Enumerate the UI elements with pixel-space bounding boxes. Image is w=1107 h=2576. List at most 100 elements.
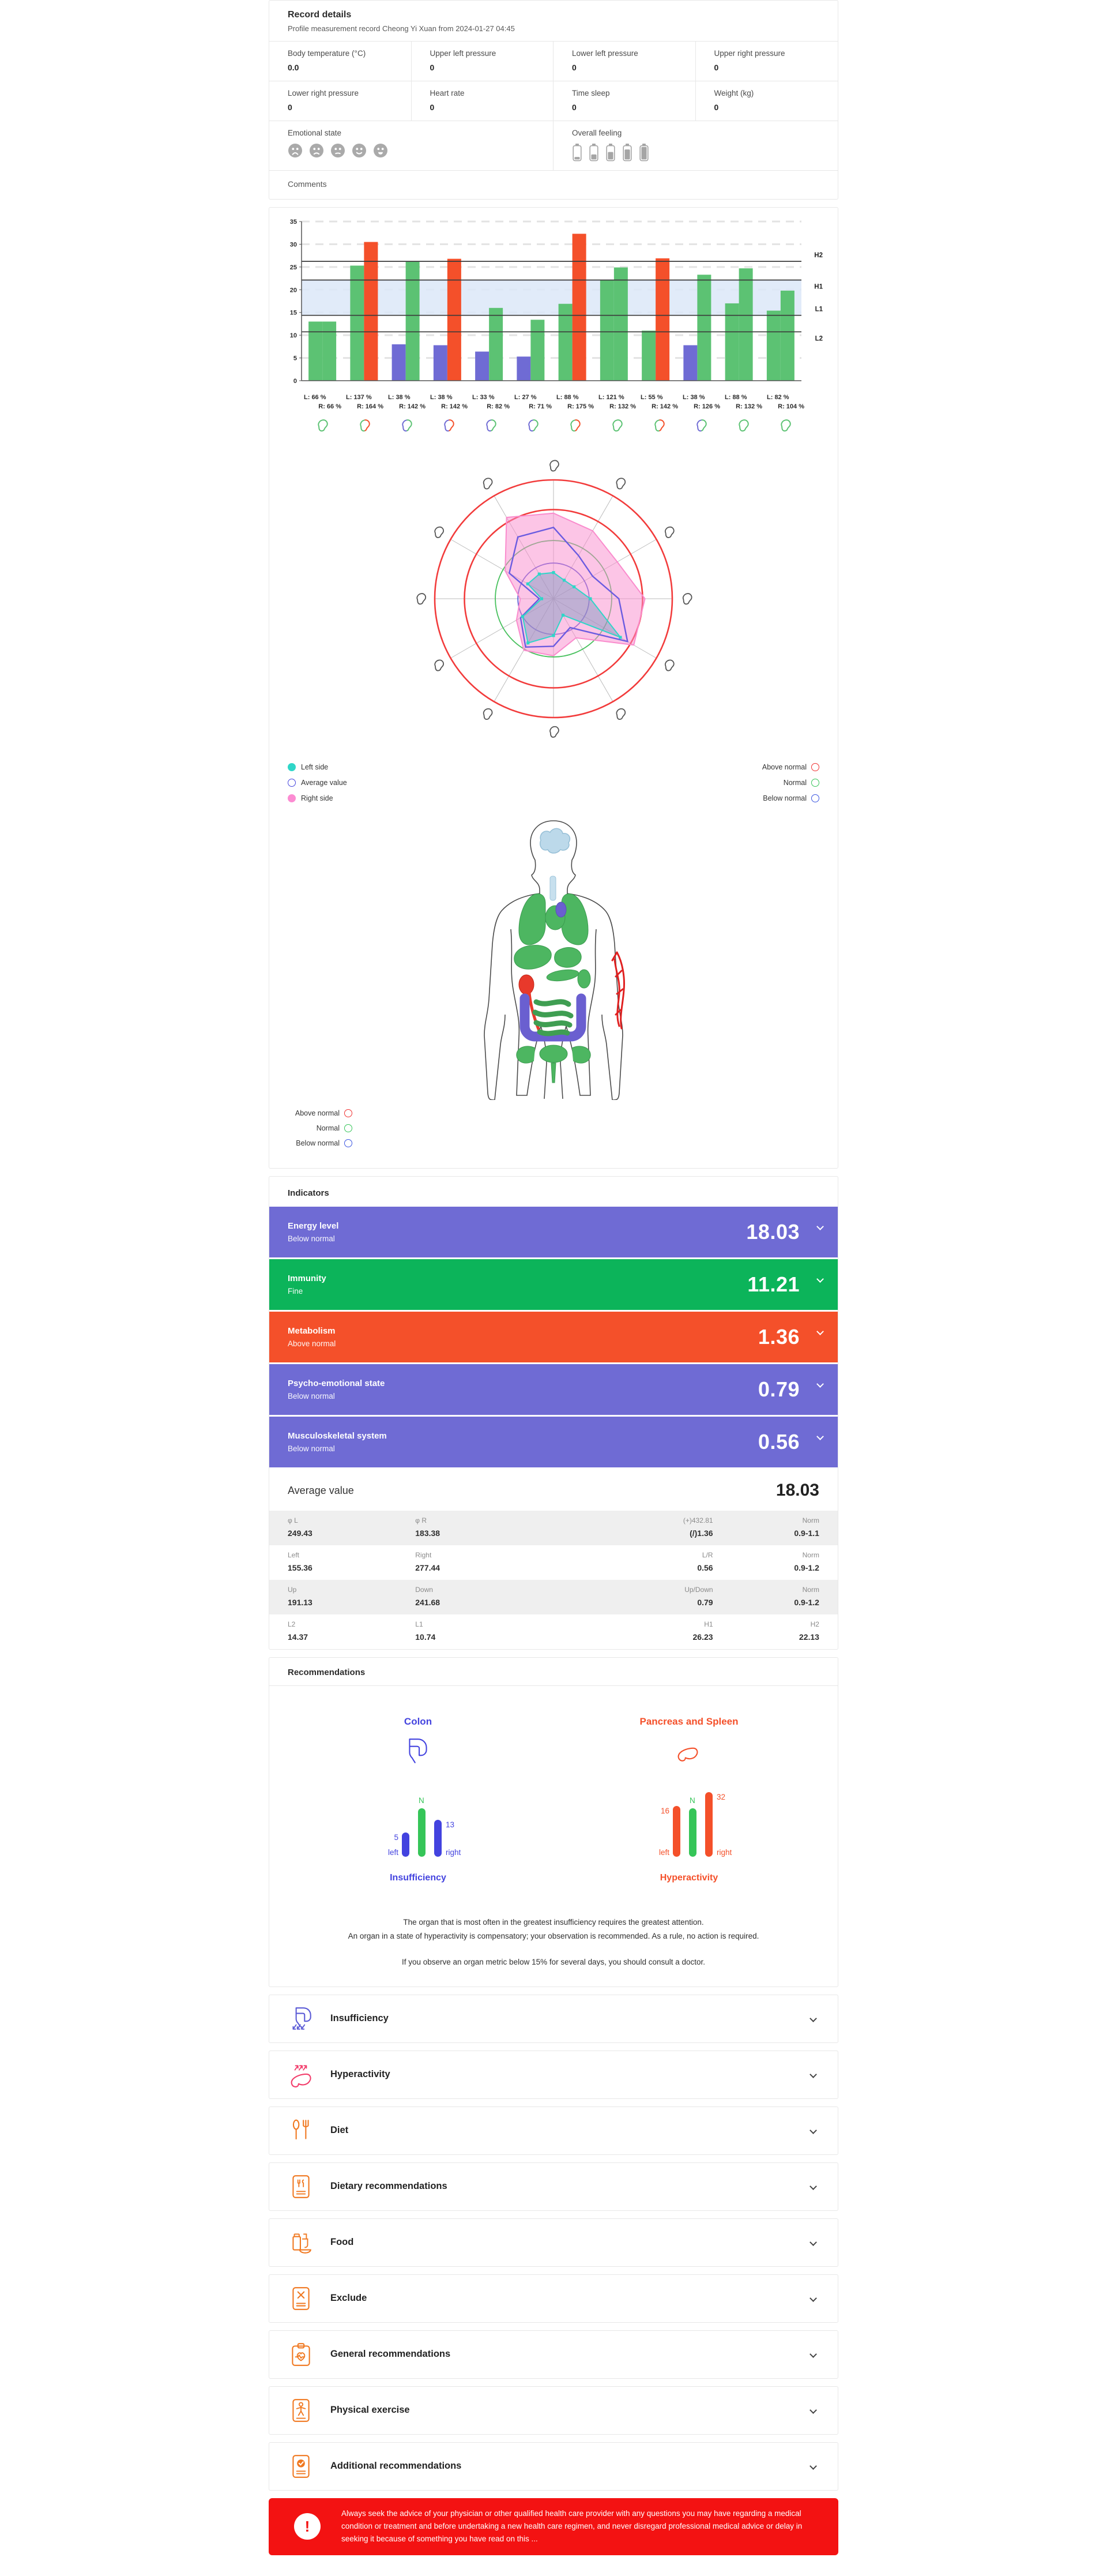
recommendations-card: Recommendations Colon 5 left N 13 right Insuff… bbox=[269, 1657, 838, 1987]
legend-item: Above normal bbox=[762, 759, 819, 775]
table-cell: Norm 0.9-1.1 bbox=[794, 1516, 819, 1538]
recommendation-notes: The organ that is most often in the grea… bbox=[292, 1916, 815, 1969]
chevron-down-icon[interactable] bbox=[809, 2350, 817, 2359]
chevron-down-icon[interactable] bbox=[809, 2462, 817, 2470]
emotion-neutral-icon[interactable] bbox=[330, 143, 345, 158]
radar-average bbox=[508, 527, 628, 648]
chevron-down-icon[interactable] bbox=[816, 1433, 824, 1440]
accordion-item-insufficiency[interactable]: Insufficiency bbox=[269, 1994, 838, 2043]
diet-doc-icon bbox=[292, 2175, 310, 2198]
radar-axis-liver-icon bbox=[483, 708, 493, 720]
additional-doc-icon bbox=[292, 2455, 310, 2478]
record-field: Upper right pressure 0 bbox=[695, 42, 838, 81]
svg-text:H2: H2 bbox=[814, 252, 823, 259]
chevron-down-icon[interactable] bbox=[816, 1380, 824, 1388]
indicator-label: Energy level bbox=[288, 1221, 339, 1231]
table-cell: φ L 249.43 bbox=[288, 1516, 312, 1538]
radar-legend-status: Above normal Normal Below normal bbox=[762, 759, 819, 806]
accordion-item-additional-recommendations[interactable]: Additional recommendations bbox=[269, 2442, 838, 2491]
emotion-smile-icon[interactable] bbox=[352, 143, 367, 158]
radar-axis-colon-icon bbox=[416, 593, 427, 605]
indicator-row[interactable]: Energy level Below normal 18.03 bbox=[269, 1207, 838, 1257]
average-value-label: Average value bbox=[288, 1484, 354, 1496]
table-cell: Norm 0.9-1.2 bbox=[794, 1551, 819, 1572]
right-kidney-organ bbox=[577, 969, 591, 989]
chevron-down-icon[interactable] bbox=[809, 2015, 817, 2023]
accordion-item-exclude[interactable]: Exclude bbox=[269, 2274, 838, 2323]
bar-stomach-left bbox=[766, 310, 781, 381]
field-value: 0 bbox=[714, 63, 719, 72]
indicator-label: Musculoskeletal system bbox=[288, 1431, 387, 1441]
accordion-label: Diet bbox=[330, 2125, 349, 2136]
organ-bars: 5 left N 13 right bbox=[387, 1796, 461, 1857]
record-field: Body temperature (°C) 0.0 bbox=[269, 42, 412, 81]
table-row: Up 191.13 Down 241.68 Up/Down 0.79 Norm 0.9-1.2 bbox=[269, 1580, 838, 1614]
chevron-down-icon[interactable] bbox=[809, 2406, 817, 2414]
field-value: 0 bbox=[430, 63, 435, 72]
indicator-row[interactable]: Immunity Fine 11.21 bbox=[269, 1259, 838, 1310]
chevron-down-icon[interactable] bbox=[809, 2183, 817, 2191]
battery-level-100-icon[interactable] bbox=[639, 143, 649, 162]
record-field: Weight (kg) 0 bbox=[695, 81, 838, 121]
emotion-happy-icon[interactable] bbox=[373, 143, 388, 158]
bar-kidneys-left bbox=[642, 331, 656, 381]
svg-text:5: 5 bbox=[293, 355, 297, 362]
accordion-item-general-recommendations[interactable]: General recommendations bbox=[269, 2330, 838, 2379]
bar-gallbladder-left bbox=[725, 303, 739, 381]
accordion-item-food[interactable]: Food bbox=[269, 2218, 838, 2267]
record-field: Lower right pressure 0 bbox=[269, 81, 412, 121]
average-value: 18.03 bbox=[775, 1481, 819, 1500]
body-diagram-wrap bbox=[280, 816, 827, 1100]
field-label: Lower right pressure bbox=[288, 89, 359, 97]
indicator-row[interactable]: Musculoskeletal system Below normal 0.56 bbox=[269, 1417, 838, 1467]
chevron-down-icon[interactable] bbox=[809, 2295, 817, 2303]
pelvic-organs bbox=[516, 1045, 591, 1083]
accordion-item-hyperactivity[interactable]: Hyperactivity bbox=[269, 2050, 838, 2099]
lr-percent-labels: L: 66 % R: 66 % L: 137 % R: 164 % L: 38 % R: … bbox=[302, 394, 807, 410]
chevron-down-icon[interactable] bbox=[809, 2239, 817, 2247]
lr-label-stomach: L: 82 % R: 104 % bbox=[767, 394, 804, 410]
emotion-very-sad-icon[interactable] bbox=[288, 143, 303, 158]
battery-level-60-icon[interactable] bbox=[605, 143, 616, 162]
gallbladder-organ-icon bbox=[739, 419, 749, 432]
field-label: Weight (kg) bbox=[714, 89, 754, 97]
bar-bladder-right bbox=[697, 275, 711, 381]
arm-vessels bbox=[611, 951, 625, 1030]
accordion-item-dietary-recommendations[interactable]: Dietary recommendations bbox=[269, 2162, 838, 2211]
field-label: Upper left pressure bbox=[430, 49, 496, 58]
accordion-label: Exclude bbox=[330, 2293, 367, 2304]
lungs-organ bbox=[518, 893, 589, 945]
mini-bar-left bbox=[402, 1833, 409, 1857]
emotion-sad-icon[interactable] bbox=[309, 143, 324, 158]
bar-liver-right bbox=[613, 267, 628, 381]
legend-swatch bbox=[288, 794, 296, 802]
chevron-down-icon[interactable] bbox=[816, 1275, 824, 1283]
organ-cell-cardio bbox=[386, 418, 428, 434]
accordion-label: Additional recommendations bbox=[330, 2461, 462, 2472]
bar-intestine-right bbox=[447, 258, 461, 381]
battery-level-20-icon[interactable] bbox=[572, 143, 582, 162]
lr-label-intestine: L: 38 % R: 142 % bbox=[430, 394, 468, 410]
indicator-row[interactable]: Metabolism Above normal 1.36 bbox=[269, 1312, 838, 1362]
chevron-down-icon[interactable] bbox=[809, 2071, 817, 2079]
chevron-down-icon[interactable] bbox=[809, 2127, 817, 2135]
accordion-item-physical-exercise[interactable]: Physical exercise bbox=[269, 2386, 838, 2435]
accordion-item-diet[interactable]: Diet bbox=[269, 2106, 838, 2155]
chevron-down-icon[interactable] bbox=[816, 1223, 824, 1230]
pancreas-organ-icon bbox=[570, 419, 581, 432]
indicator-status: Fine bbox=[288, 1287, 303, 1295]
bar-immune-shield-right bbox=[489, 307, 503, 381]
radar-axis-bladder-icon bbox=[664, 526, 675, 538]
battery-level-80-icon[interactable] bbox=[622, 143, 632, 162]
lr-label-kidneys: L: 55 % R: 142 % bbox=[641, 394, 678, 410]
indicator-row[interactable]: Psycho-emotional state Below normal 0.79 bbox=[269, 1364, 838, 1415]
comments-label[interactable]: Comments bbox=[288, 179, 327, 189]
chevron-down-icon[interactable] bbox=[816, 1328, 824, 1335]
table-cell: (+)432.81 (/)1.36 bbox=[683, 1516, 713, 1538]
note-line-3: If you observe an organ metric below 15%… bbox=[401, 1958, 706, 1967]
battery-level-40-icon[interactable] bbox=[589, 143, 599, 162]
legend-swatch bbox=[344, 1124, 352, 1132]
radar-chart bbox=[280, 449, 827, 749]
organ-cell-gallbladder bbox=[722, 418, 765, 434]
indicator-rows: Energy level Below normal 18.03 Immunity Fin… bbox=[269, 1207, 838, 1467]
